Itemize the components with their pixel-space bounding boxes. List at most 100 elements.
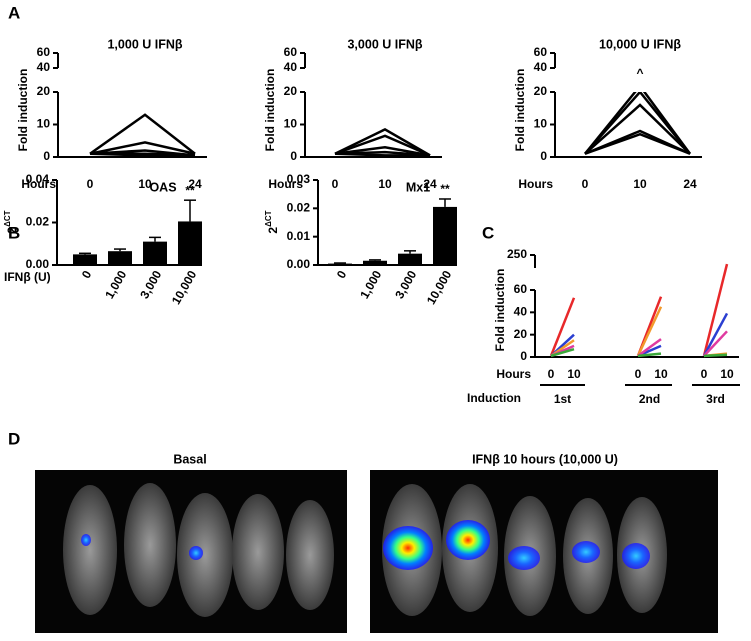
bar bbox=[178, 221, 202, 265]
y-axis-label-text: 2 bbox=[266, 227, 280, 234]
chart-title: 1,000 U IFNβ bbox=[107, 37, 182, 51]
x-tick-label: 10 bbox=[567, 367, 581, 381]
series-line bbox=[89, 152, 195, 157]
x-tick-label: 0 bbox=[582, 177, 589, 191]
y-tick-label: 10 bbox=[37, 117, 51, 131]
x-tick-label: 1,000 bbox=[102, 268, 129, 301]
y-tick-label: 0.02 bbox=[287, 201, 311, 215]
annotation: ^ bbox=[636, 66, 643, 80]
y-axis-label: Fold induction bbox=[493, 269, 507, 352]
y-axis-label: Fold induction bbox=[263, 69, 277, 152]
x-tick-label: 10 bbox=[138, 177, 152, 191]
x-tick-label: 24 bbox=[683, 177, 697, 191]
series-line bbox=[584, 92, 692, 155]
y-tick-label: 0.01 bbox=[287, 229, 311, 243]
annotation: ** bbox=[440, 182, 450, 196]
y-tick-label: 0 bbox=[540, 149, 547, 163]
series-line bbox=[703, 330, 728, 357]
x-tick-label: 10 bbox=[378, 177, 392, 191]
series-line bbox=[550, 347, 575, 358]
y-tick-label: 40 bbox=[284, 60, 298, 74]
x-tick-label: 24 bbox=[188, 177, 202, 191]
chart-title: 3,000 U IFNβ bbox=[347, 37, 422, 51]
y-tick-label: 0 bbox=[43, 149, 50, 163]
mice-induced bbox=[382, 484, 667, 616]
series-line bbox=[703, 353, 728, 358]
series-line bbox=[549, 297, 576, 357]
x-tick-label: 0 bbox=[79, 268, 95, 281]
bar bbox=[73, 254, 97, 265]
y-tick-label: 20 bbox=[284, 84, 298, 98]
bar bbox=[433, 206, 457, 265]
series-line bbox=[702, 263, 729, 357]
y-tick-label: 0 bbox=[290, 149, 297, 163]
series-line bbox=[637, 338, 662, 357]
bar bbox=[108, 251, 132, 265]
y-tick-label: 250 bbox=[507, 247, 527, 261]
panel-letter: D bbox=[8, 429, 20, 448]
group-label: 1st bbox=[554, 392, 571, 406]
y-axis-label-text: 2 bbox=[5, 227, 19, 234]
y-tick-label: 60 bbox=[37, 45, 51, 59]
y-axis-label: 2ΔCT bbox=[264, 210, 280, 233]
y-tick-label: 0.03 bbox=[287, 172, 311, 186]
x-tick-label: 24 bbox=[423, 177, 437, 191]
series-line bbox=[334, 145, 431, 157]
series-line bbox=[636, 306, 663, 357]
series-line bbox=[89, 113, 196, 155]
series-line bbox=[334, 152, 430, 157]
y-tick-label: 0.00 bbox=[26, 257, 50, 271]
x-axis-label: Hours bbox=[518, 177, 553, 191]
y-axis-label-sup: ΔCT bbox=[264, 210, 273, 227]
y-tick-label: 60 bbox=[514, 282, 528, 296]
chart-title: Mx1 bbox=[406, 180, 430, 194]
x-axis-label: IFNβ (U) bbox=[4, 270, 51, 284]
x-tick-label: 0 bbox=[87, 177, 94, 191]
x-tick-label: 10,000 bbox=[169, 268, 200, 307]
y-tick-label: 40 bbox=[37, 60, 51, 74]
y-axis-label-text: Fold induction bbox=[493, 269, 507, 352]
y-tick-label: 10 bbox=[284, 117, 298, 131]
group-label: 3rd bbox=[706, 392, 725, 406]
x-tick-label: 10 bbox=[720, 367, 734, 381]
x-axis-label: Hours bbox=[21, 177, 56, 191]
y-axis-label-text: Fold induction bbox=[263, 69, 277, 152]
mice-basal bbox=[63, 483, 334, 617]
x-tick-label: 0 bbox=[334, 268, 350, 281]
series-line bbox=[702, 312, 729, 357]
series-line bbox=[637, 352, 662, 358]
x-tick-label: 3,000 bbox=[392, 268, 419, 301]
group-label: 2nd bbox=[639, 392, 660, 406]
panel-letter: C bbox=[482, 223, 494, 242]
y-tick-label: 20 bbox=[534, 84, 548, 98]
bar bbox=[398, 253, 422, 265]
series-line bbox=[584, 92, 691, 155]
y-tick-label: 40 bbox=[514, 305, 528, 319]
x-tick-label: 1,000 bbox=[357, 268, 384, 301]
annotation: ** bbox=[185, 183, 195, 197]
y-tick-label: 10 bbox=[534, 117, 548, 131]
y-axis-label: Fold induction bbox=[513, 69, 527, 152]
x-axis-label: Hours bbox=[496, 367, 531, 381]
image-title: IFNβ 10 hours (10,000 U) bbox=[472, 452, 618, 466]
x-axis-label: Hours bbox=[268, 177, 303, 191]
x-tick-label: 10 bbox=[654, 367, 668, 381]
y-tick-label: 0 bbox=[520, 349, 527, 363]
y-axis-label-text: Fold induction bbox=[513, 69, 527, 152]
y-tick-label: 20 bbox=[37, 84, 51, 98]
x-tick-label: 0 bbox=[548, 367, 555, 381]
y-tick-label: 40 bbox=[534, 60, 548, 74]
series-line bbox=[584, 132, 691, 155]
y-axis-label-sup: ΔCT bbox=[3, 210, 12, 227]
image-title: Basal bbox=[173, 452, 206, 466]
y-tick-label: 20 bbox=[514, 327, 528, 341]
x-tick-label: 3,000 bbox=[137, 268, 164, 301]
panel-letter: B bbox=[8, 223, 20, 242]
series-line bbox=[334, 134, 431, 157]
y-axis-label: 2ΔCT bbox=[3, 210, 19, 233]
x-tick-label: 0 bbox=[701, 367, 708, 381]
chart-title: OAS bbox=[149, 180, 176, 194]
series-line bbox=[584, 103, 691, 155]
group-axis-label: Induction bbox=[467, 391, 521, 405]
